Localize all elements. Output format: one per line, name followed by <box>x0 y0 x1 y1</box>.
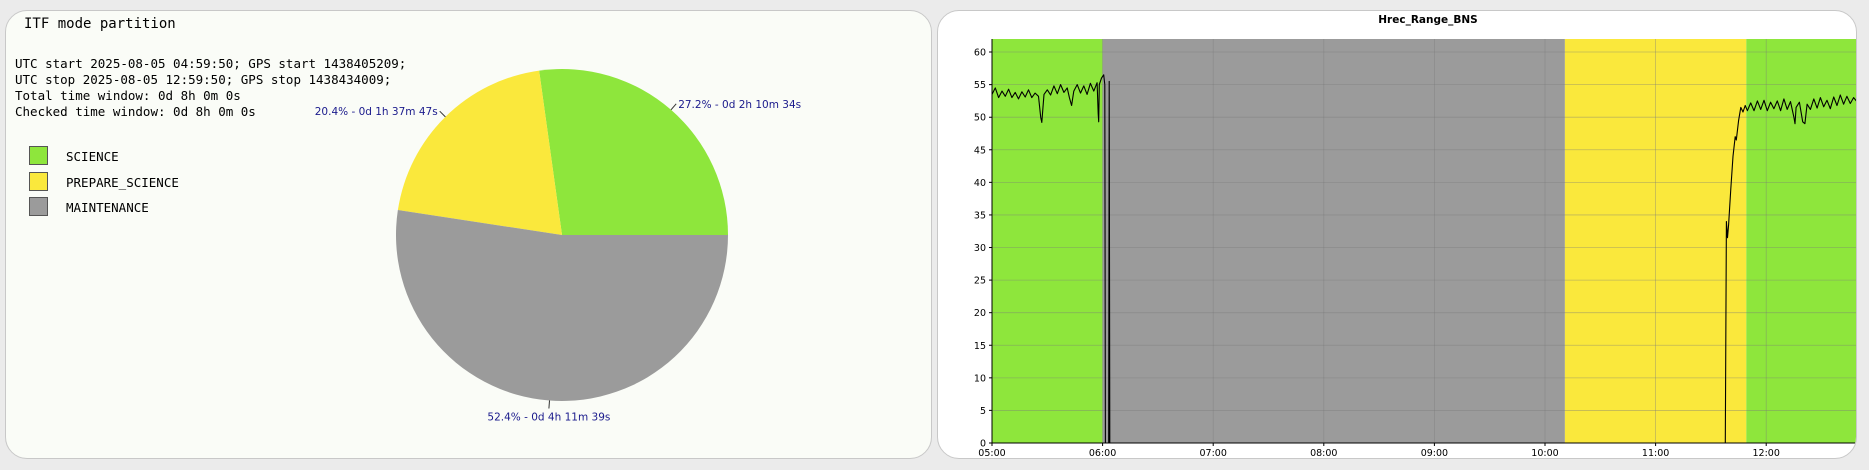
mode-band-science <box>1746 39 1856 443</box>
x-tick-label: 06:00 <box>1089 448 1116 459</box>
x-tick-label: 10:00 <box>1531 448 1558 459</box>
x-tick-label: 08:00 <box>1310 448 1337 459</box>
x-tick-label: 12:00 <box>1753 448 1780 459</box>
mode-band-maintenance <box>1102 39 1565 443</box>
chart-title: Hrec_Range_BNS <box>1378 14 1477 26</box>
pie-slice-label: 20.4% - 0d 1h 37m 47s <box>315 106 438 118</box>
pie-chart: 27.2% - 0d 2h 10m 34s 20.4% - 0d 1h 37m 4… <box>315 68 801 424</box>
pie-slice-prepare-science <box>397 70 562 235</box>
legend-label-prepare-science: PREPARE_SCIENCE <box>66 174 179 190</box>
y-tick-label: 10 <box>974 373 986 384</box>
pie-slice-maintenance <box>396 210 728 401</box>
range-plot-panel: Hrec_Range_BNS 0 5 10 15 20 25 30 35 40 45 50 55 60 05… <box>937 10 1857 459</box>
info-line-checked-window: Checked time window: 0d 8h 0m 0s <box>15 104 256 119</box>
y-tick-label: 60 <box>974 48 986 59</box>
x-tick-label: 05:00 <box>978 448 1005 459</box>
mode-band-prepare-science <box>1564 39 1747 443</box>
mode-partition-panel: ITF mode partition UTC start 2025-08-05 … <box>5 10 932 459</box>
x-tick-label: 11:00 <box>1642 448 1669 459</box>
pie-leader-line <box>548 400 550 409</box>
y-tick-label: 5 <box>980 406 986 417</box>
info-line-utc-stop: UTC stop 2025-08-05 12:59:50; GPS stop 1… <box>15 72 392 87</box>
pie-slice-label: 27.2% - 0d 2h 10m 34s <box>678 99 801 111</box>
y-tick-label: 25 <box>974 276 986 287</box>
info-line-utc-start: UTC start 2025-08-05 04:59:50; GPS start… <box>15 56 407 71</box>
x-tick-label: 09:00 <box>1421 448 1448 459</box>
legend-label-maintenance: MAINTENANCE <box>66 200 149 215</box>
pie-slice-label: 52.4% - 0d 4h 11m 39s <box>487 412 610 424</box>
y-tick-label: 0 <box>980 439 986 450</box>
legend-label-science: SCIENCE <box>66 149 119 164</box>
info-line-total-window: Total time window: 0d 8h 0m 0s <box>15 88 241 103</box>
panel-title: ITF mode partition <box>24 16 176 32</box>
range-series-line <box>991 74 1856 444</box>
y-tick-label: 40 <box>974 178 986 189</box>
legend-swatch-prepare-science <box>29 171 48 191</box>
y-tick-label: 35 <box>974 210 986 221</box>
y-tick-label: 20 <box>974 308 986 319</box>
y-tick-label: 30 <box>974 243 986 254</box>
legend-swatch-science <box>29 146 48 165</box>
pie-leader-line <box>670 103 677 111</box>
x-tick-label: 07:00 <box>1200 448 1227 459</box>
range-line-chart: Hrec_Range_BNS 0 5 10 15 20 25 30 35 40 45 50 55 60 05… <box>974 14 1856 459</box>
y-tick-label: 50 <box>974 113 986 124</box>
y-tick-label: 45 <box>974 145 986 156</box>
mode-band-science <box>992 39 1103 443</box>
info-block: UTC start 2025-08-05 04:59:50; GPS start… <box>15 56 406 120</box>
y-tick-label: 55 <box>974 80 986 91</box>
pie-leader-line <box>439 110 446 118</box>
legend-swatch-maintenance <box>29 197 48 216</box>
y-tick-label: 15 <box>974 341 986 352</box>
pie-slice-science <box>539 68 728 235</box>
